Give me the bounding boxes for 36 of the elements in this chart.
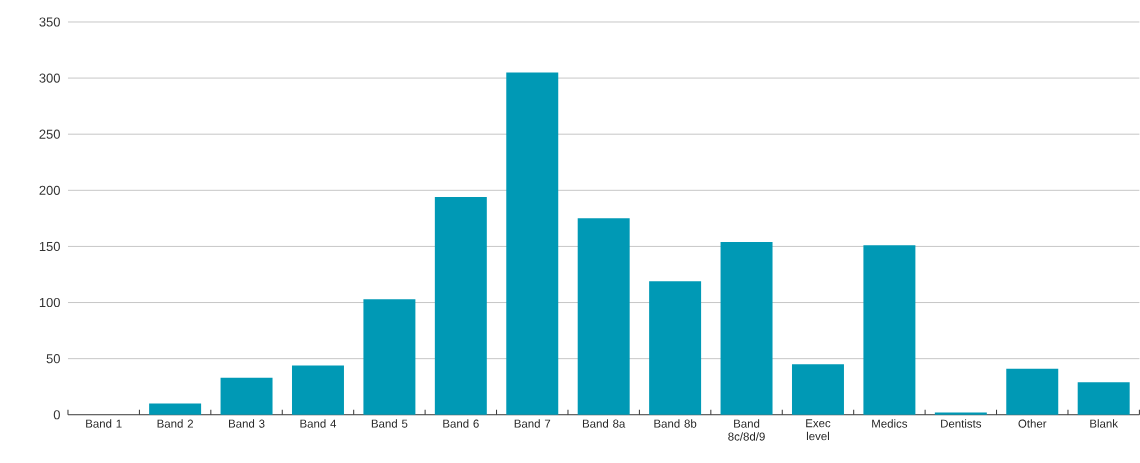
x-tick-label: Band 2	[157, 419, 193, 428]
x-tick-label: Blank	[1090, 419, 1119, 428]
bar	[363, 299, 416, 415]
x-tick-label: Band 8c/8d/9	[728, 419, 765, 441]
bar	[1006, 368, 1059, 415]
bar	[863, 245, 916, 415]
x-tick-label: Other	[1018, 419, 1047, 428]
y-tick-label: 0	[53, 410, 60, 420]
x-tick-label: Dentists	[941, 419, 982, 428]
bar	[649, 281, 702, 415]
x-tick-label: Band 5	[371, 419, 408, 428]
bar	[1077, 382, 1130, 415]
bar	[791, 364, 844, 415]
bar	[506, 72, 559, 415]
y-tick-label: 150	[39, 241, 60, 252]
x-tick-label: Band 3	[229, 419, 265, 428]
x-tick-label: Band 8b	[654, 419, 697, 428]
y-tick-label: 200	[39, 185, 60, 196]
bar	[577, 218, 630, 415]
x-tick-label: Band 6	[443, 419, 479, 428]
y-tick-label: 250	[39, 129, 60, 139]
x-tick-label: Band 4	[300, 419, 337, 428]
y-tick-label: 50	[46, 354, 60, 364]
y-tick-label: 300	[39, 73, 60, 83]
y-tick-label: 100	[39, 298, 60, 308]
x-tick-label: Band 1	[86, 419, 122, 428]
bar	[434, 197, 487, 415]
bar	[220, 377, 273, 415]
bar	[291, 365, 344, 415]
bar	[149, 403, 202, 415]
x-tick-label: Exec level	[806, 419, 831, 441]
x-tick-label: Medics	[872, 419, 908, 428]
x-tick-label: Band 8a	[582, 419, 626, 428]
x-tick-label: Band 7	[514, 419, 551, 428]
bar	[720, 242, 773, 415]
y-tick-label: 350	[39, 17, 60, 27]
